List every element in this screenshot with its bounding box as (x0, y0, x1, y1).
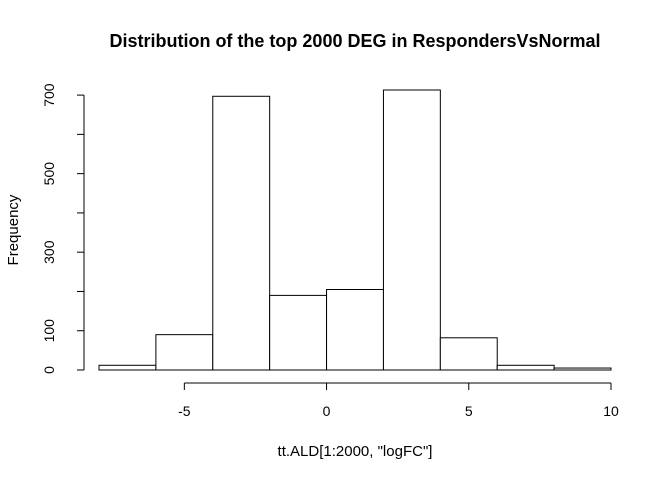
y-axis: 0 100 300 500 700 (41, 83, 85, 374)
chart-title: Distribution of the top 2000 DEG in Resp… (109, 31, 600, 51)
histogram-bar-3 (269, 294, 328, 371)
y-tick-label-4: 700 (41, 83, 57, 107)
histogram-bar-2 (212, 95, 271, 371)
histogram-bar-6 (439, 337, 498, 371)
y-tick-label-1: 100 (41, 319, 57, 343)
histogram-bar-1 (155, 334, 214, 371)
y-tick-label-0: 0 (41, 366, 57, 374)
x-axis-label: tt.ALD[1:2000, "logFC"] (278, 443, 433, 460)
bars-group (98, 89, 612, 371)
histogram-bar-7 (496, 364, 555, 371)
histogram-bar-4 (326, 288, 384, 371)
histogram-bar-0 (98, 364, 157, 371)
x-axis: -5 0 5 10 (178, 382, 619, 419)
x-tick-label-3: 10 (603, 403, 619, 419)
histogram-bar-8 (553, 367, 612, 371)
x-tick-label-1: 0 (323, 403, 331, 419)
x-tick-label-2: 5 (465, 403, 473, 419)
x-tick-label-0: -5 (178, 403, 191, 419)
histogram-bar-5 (382, 89, 441, 371)
y-tick-label-3: 500 (41, 162, 57, 186)
y-axis-label: Frequency (5, 194, 22, 265)
y-tick-label-2: 300 (41, 240, 57, 264)
